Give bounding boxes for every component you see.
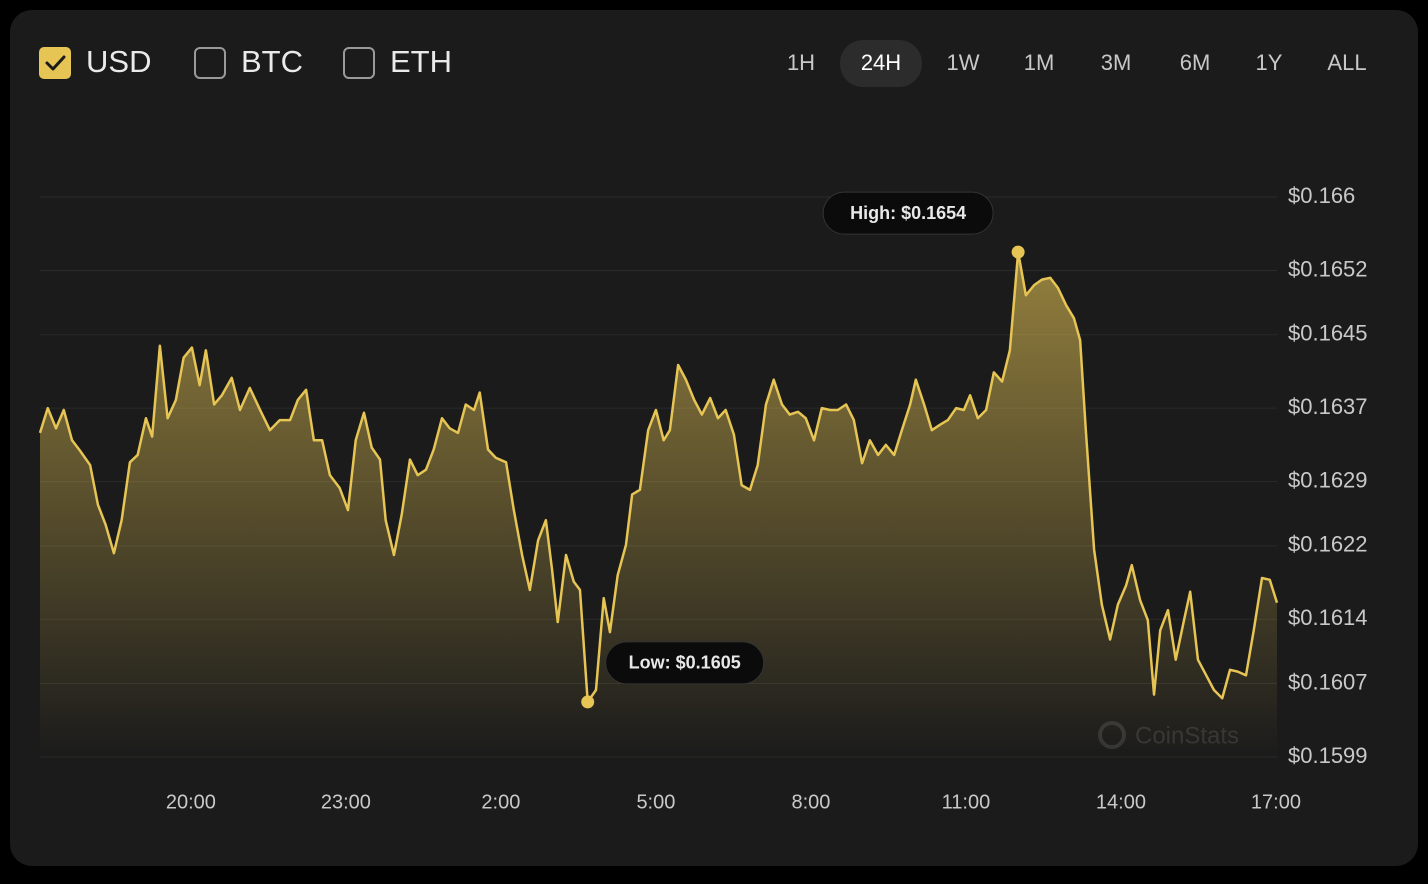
x-tick-label: 20:00: [166, 791, 216, 813]
annotation-point: [581, 695, 595, 709]
timeframe-button[interactable]: 1H: [787, 50, 815, 75]
timeframe-button[interactable]: 24H: [861, 50, 901, 75]
annotation-box: [605, 641, 765, 685]
x-tick-label: 5:00: [636, 791, 675, 813]
price-area: [40, 252, 1277, 757]
timeframe-selected: [840, 40, 922, 87]
y-tick-label: $0.1637: [1288, 394, 1368, 419]
y-tick-label: $0.1622: [1288, 532, 1368, 557]
checkbox[interactable]: [194, 47, 226, 79]
timeframe-button[interactable]: 6M: [1180, 50, 1211, 75]
x-tick-label: 17:00: [1251, 791, 1301, 813]
y-tick-label: $0.1599: [1288, 743, 1368, 768]
x-tick-label: 2:00: [481, 791, 520, 813]
checkbox[interactable]: [39, 47, 71, 79]
annotation-label: High: $0.1654: [850, 203, 966, 223]
annotation-box: [822, 191, 994, 235]
timeframe-button[interactable]: 1W: [947, 50, 980, 75]
timeframe-button[interactable]: 1M: [1024, 50, 1055, 75]
y-tick-label: $0.166: [1288, 183, 1355, 208]
x-tick-label: 23:00: [321, 791, 371, 813]
checkbox[interactable]: [343, 47, 375, 79]
timeframe-button[interactable]: 1Y: [1256, 50, 1283, 75]
price-line: [38, 250, 1279, 704]
timeframe-button[interactable]: 3M: [1101, 50, 1132, 75]
x-tick-label: 14:00: [1096, 791, 1146, 813]
y-tick-label: $0.1645: [1288, 321, 1368, 346]
x-tick-label: 8:00: [791, 791, 830, 813]
y-tick-label: $0.1629: [1288, 467, 1368, 492]
timeframe-button[interactable]: ALL: [1327, 50, 1366, 75]
currency-label[interactable]: ETH: [390, 44, 452, 79]
y-tick-label: $0.1614: [1288, 605, 1368, 630]
annotation-label: Low: $0.1605: [629, 653, 741, 673]
check-mark: [45, 55, 66, 71]
y-tick-label: $0.1607: [1288, 669, 1368, 694]
x-tick-label: 11:00: [942, 791, 991, 813]
currency-label[interactable]: USD: [86, 44, 151, 79]
currency-label[interactable]: BTC: [241, 44, 303, 79]
y-tick-label: $0.1652: [1288, 256, 1368, 281]
annotation-point: [1011, 245, 1025, 259]
